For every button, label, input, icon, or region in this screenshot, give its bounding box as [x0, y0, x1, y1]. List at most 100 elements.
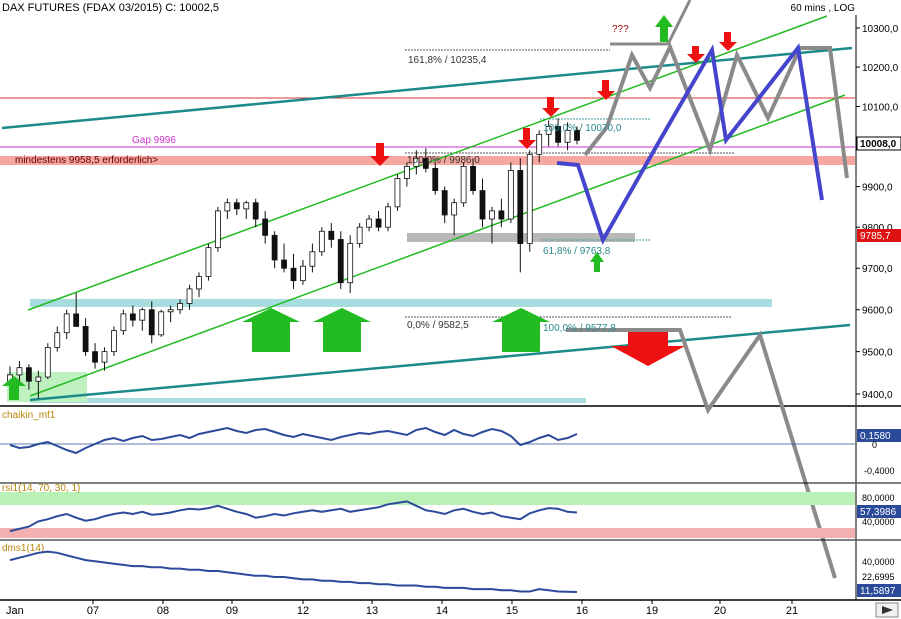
candle-body [517, 170, 524, 244]
fib-label-61: 61,8% / 9763,8 [543, 246, 611, 257]
candle-body [385, 206, 391, 228]
candle-body [233, 202, 240, 210]
dms-line [9, 550, 578, 593]
current-price-label: 10008,0 [860, 139, 897, 150]
candle-body [35, 376, 42, 382]
requirement-label: mindestens 9958,5 erforderlich> [15, 155, 158, 166]
candle-body [460, 165, 467, 204]
candle-body [214, 210, 221, 249]
chaikin-zero-label: 0 [872, 440, 877, 450]
candles-group [7, 118, 580, 399]
price-tick-label: 10300,0 [862, 24, 899, 35]
time-axis-label: 16 [576, 605, 588, 617]
chaikin-label: chaikin_mf1 [2, 410, 56, 421]
candle-body [470, 165, 476, 191]
time-axis-label: Jan [6, 605, 24, 617]
candle-body [498, 210, 505, 220]
candle-body [129, 313, 136, 321]
candle-body [309, 251, 316, 267]
chart-timeframe: 60 mins , LOG [791, 3, 856, 14]
price-axis-ticks: 10300,0 10200,0 10100,0 9900,0 9800,0 9700,0 9… [856, 24, 899, 401]
candle-body [158, 311, 165, 336]
candle-body [366, 218, 373, 228]
candle-body [82, 326, 89, 353]
candle-body [526, 153, 533, 244]
candle-body [63, 313, 70, 334]
candle-body [451, 202, 458, 216]
question-marks: ??? [612, 24, 629, 35]
scroll-right-icon [882, 606, 893, 614]
price-tick-label: 10100,0 [862, 102, 899, 113]
candle-body [545, 125, 552, 135]
green-arrow-1 [242, 308, 300, 352]
candle-body [356, 226, 363, 244]
candle-body [54, 332, 61, 348]
candle-body [375, 218, 382, 228]
dms-mid-label: 22,6995 [862, 572, 895, 582]
red-arrow-1 [370, 143, 390, 166]
marker-price-label: 9785,7 [860, 231, 891, 242]
chart-title: DAX FUTURES (FDAX 03/2015) C: 10002,5 [2, 2, 219, 14]
time-axis-label: 12 [297, 605, 309, 617]
green-arrow-3 [492, 308, 550, 352]
candle-body [262, 218, 269, 236]
time-axis-label: 13 [366, 605, 378, 617]
candle-body [252, 202, 259, 220]
chaikin-low-label: -0,4000 [864, 466, 895, 476]
candle-body [111, 330, 117, 353]
candle-body [403, 165, 410, 179]
candle-body [148, 309, 155, 336]
red-arrow-2 [518, 128, 536, 149]
gray-projection-top [610, 0, 692, 46]
fib-label-0: 0,0% / 9582,5 [407, 320, 469, 331]
candle-body [177, 303, 184, 311]
price-tick-label: 9600,0 [862, 306, 893, 317]
candle-body [489, 210, 495, 220]
fib-label-100-mid: 100,0% / 9986,0 [407, 155, 480, 166]
candle-body [441, 190, 448, 216]
green-arrow-2 [313, 308, 371, 352]
candle-body [413, 157, 420, 167]
candle-body [347, 243, 354, 284]
candle-body [574, 129, 580, 141]
time-axis-label: 07 [87, 605, 99, 617]
candle-body [196, 276, 202, 290]
red-arrow-5 [687, 46, 705, 63]
candle-body [271, 234, 278, 261]
gray-projection-upper [583, 42, 849, 179]
price-tick-label: 10200,0 [862, 63, 899, 74]
candle-body [44, 347, 51, 378]
chaikin-line [9, 426, 578, 455]
upper-teal-channel-line [1, 46, 853, 130]
rsi-value-label: 57,3986 [860, 507, 897, 518]
rsi-high-label: 80,0000 [862, 493, 895, 503]
red-arrow-4 [597, 80, 615, 100]
price-tick-label: 9800,0 [862, 223, 893, 234]
candle-body [394, 178, 401, 208]
candle-body [120, 313, 127, 332]
candle-body [101, 351, 108, 363]
red-arrow-big [611, 332, 685, 366]
rsi-label: rsi1(14, 70, 30, 1) [2, 483, 80, 494]
green-arrow-top [655, 15, 673, 42]
rsi-oversold-band [0, 528, 855, 538]
rsi-value-box [857, 505, 901, 518]
candle-body [479, 190, 486, 220]
gap-label: Gap 9996 [132, 135, 176, 146]
candle-body [328, 230, 335, 240]
rsi-line [9, 500, 578, 533]
candle-body [243, 202, 250, 210]
chaikin-value-box [857, 429, 901, 442]
candle-body [555, 125, 561, 143]
time-axis-label: 14 [436, 605, 448, 617]
support-band [30, 299, 772, 307]
bottom-band [30, 398, 586, 403]
rsi-overbought-band [0, 492, 855, 505]
time-axis-label: 08 [157, 605, 169, 617]
price-tick-label: 9700,0 [862, 264, 893, 275]
green-arrow-small-fib [590, 252, 604, 272]
candle-body [300, 265, 306, 282]
candle-body [186, 288, 193, 304]
time-axis-label: 09 [226, 605, 238, 617]
